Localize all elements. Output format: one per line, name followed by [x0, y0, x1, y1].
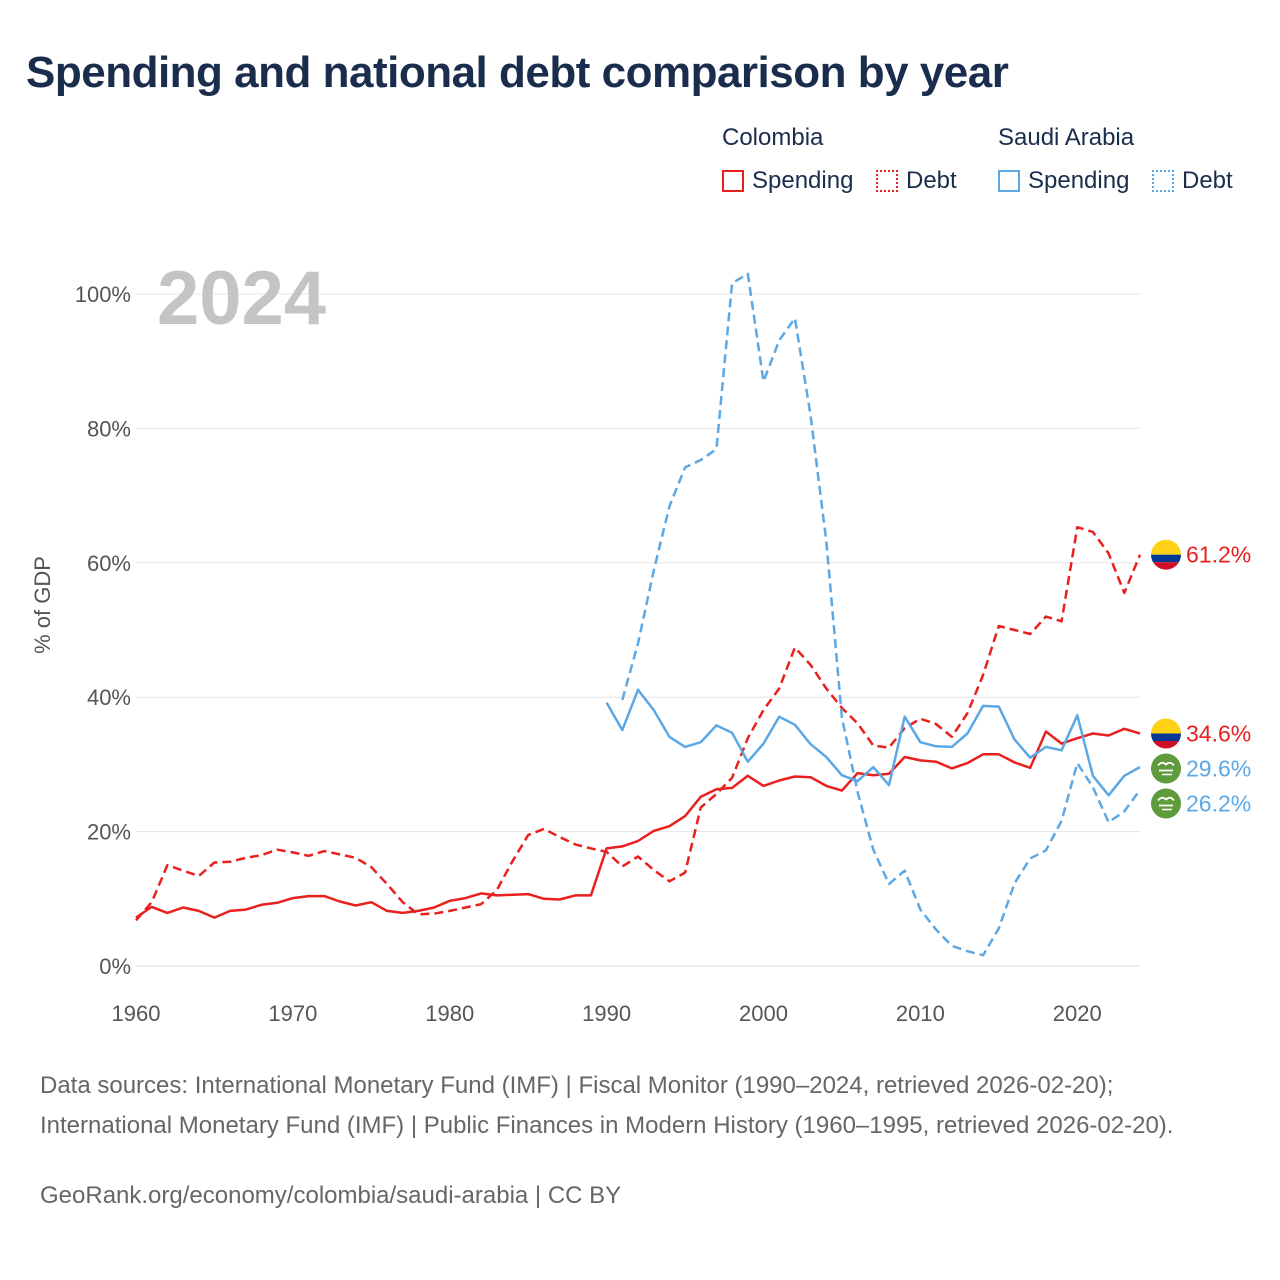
year-watermark: 2024 — [157, 256, 326, 341]
end-value-label: 34.6% — [1186, 721, 1251, 747]
legend-item-colombia-debt[interactable]: Debt — [876, 166, 957, 196]
legend-item-saudi-debt[interactable]: Debt — [1152, 166, 1233, 196]
saudi-arabia-flag-icon — [1151, 753, 1181, 784]
series-line-colombia-spending — [135, 727, 1141, 919]
page-title: Spending and national debt comparison by… — [26, 48, 1009, 97]
legend-swatch-solid-red — [722, 170, 744, 192]
series-lines — [135, 272, 1142, 957]
legend-label: Debt — [906, 167, 957, 194]
x-tick-label: 1970 — [268, 1001, 317, 1026]
legend-group-colombia: Colombia — [722, 124, 824, 151]
legend-item-saudi-spending[interactable]: Spending — [998, 166, 1129, 196]
x-tick-label: 1990 — [582, 1001, 631, 1026]
y-axis-ticks: 0% 20% 40% 60% 80% 100% — [75, 282, 131, 979]
y-tick-label: 40% — [87, 685, 131, 710]
series-line-colombia-debt — [135, 525, 1142, 922]
x-axis-ticks: 1960 1970 1980 1990 2000 2010 2020 — [112, 1001, 1102, 1026]
legend-item-colombia-spending[interactable]: Spending — [722, 166, 853, 196]
series-line-saudi-arabia-spending — [605, 688, 1141, 797]
legend-label: Debt — [1182, 167, 1233, 194]
x-tick-label: 2000 — [739, 1001, 788, 1026]
y-tick-label: 100% — [75, 282, 131, 307]
legend-swatch-solid-blue — [998, 170, 1020, 192]
end-marker: 29.6% — [1151, 753, 1251, 784]
end-marker: 61.2% — [1151, 539, 1251, 570]
x-tick-label: 1960 — [112, 1001, 161, 1026]
end-value-label: 26.2% — [1186, 791, 1251, 817]
end-value-label: 29.6% — [1186, 756, 1251, 782]
y-axis-label: % of GDP — [30, 556, 55, 654]
source-note: Data sources: International Monetary Fun… — [40, 1072, 1174, 1139]
y-tick-label: 20% — [87, 820, 131, 845]
y-tick-label: 0% — [99, 954, 131, 979]
end-markers: 34.6% 61.2% 29.6% 26.2% — [1151, 539, 1251, 819]
saudi-arabia-flag-icon — [1151, 788, 1181, 819]
x-tick-label: 1980 — [425, 1001, 474, 1026]
grid — [136, 293, 1140, 967]
x-tick-label: 2010 — [896, 1001, 945, 1026]
end-marker: 34.6% — [1151, 718, 1251, 749]
y-tick-label: 80% — [87, 416, 131, 441]
attribution: GeoRank.org/economy/colombia/saudi-arabi… — [40, 1182, 622, 1209]
colombia-flag-icon — [1151, 718, 1181, 749]
series-line-saudi-arabia-debt — [621, 272, 1142, 957]
legend-label: Spending — [752, 167, 854, 194]
end-marker: 26.2% — [1151, 788, 1251, 819]
x-tick-label: 2020 — [1053, 1001, 1102, 1026]
legend-swatch-dotted-red — [876, 170, 898, 192]
legend-group-saudi-arabia: Saudi Arabia — [998, 124, 1135, 151]
line-chart: 0% 20% 40% 60% 80% 100% 1960 1970 1980 1990 2000 2… — [30, 256, 1251, 1026]
colombia-flag-icon — [1151, 539, 1181, 570]
legend-label: Spending — [1028, 167, 1130, 194]
end-value-label: 61.2% — [1186, 542, 1251, 568]
y-tick-label: 60% — [87, 551, 131, 576]
legend-swatch-dotted-blue — [1152, 170, 1174, 192]
